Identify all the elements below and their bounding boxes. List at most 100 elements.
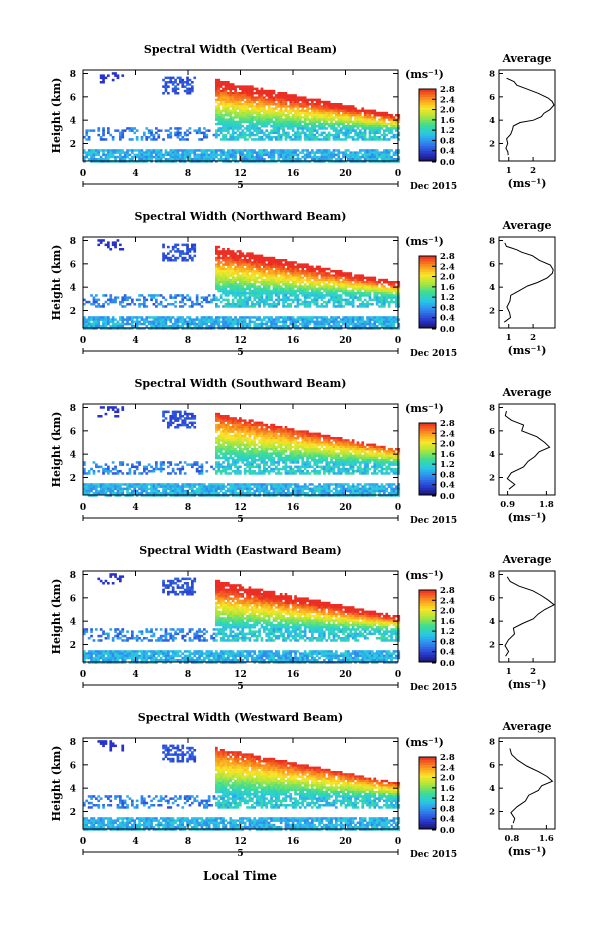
heatmap-cell bbox=[315, 114, 319, 117]
heatmap-cell bbox=[224, 98, 228, 102]
heatmap-cell bbox=[231, 122, 235, 126]
heatmap-cell bbox=[133, 472, 137, 475]
heatmap-cell bbox=[373, 296, 377, 299]
heatmap-cell bbox=[239, 289, 242, 293]
heatmap-cell bbox=[241, 318, 245, 321]
heatmap-cell bbox=[111, 138, 115, 141]
heatmap-cell bbox=[361, 281, 365, 284]
heatmap-cell bbox=[258, 263, 261, 266]
heatmap-cell bbox=[303, 109, 307, 113]
heatmap-cell bbox=[258, 254, 261, 258]
heatmap-cell bbox=[303, 158, 307, 161]
heatmap-cell bbox=[332, 292, 336, 295]
heatmap-cell bbox=[260, 131, 264, 135]
heatmap-cell bbox=[323, 289, 326, 293]
heatmap-cell bbox=[123, 153, 127, 157]
heatmap-cell bbox=[320, 133, 324, 137]
heatmap-cell bbox=[375, 129, 379, 132]
heatmap-cell bbox=[183, 320, 187, 324]
heatmap-cell bbox=[95, 316, 98, 319]
heatmap-cell bbox=[162, 322, 165, 326]
heatmap-cell bbox=[198, 465, 201, 469]
heatmap-cell bbox=[311, 272, 314, 275]
heatmap-cell bbox=[258, 298, 261, 302]
heatmap-cell bbox=[164, 320, 168, 324]
heatmap-cell bbox=[368, 111, 372, 115]
heatmap-cell bbox=[318, 105, 321, 108]
heatmap-cell bbox=[227, 289, 230, 293]
heatmap-cell bbox=[224, 274, 228, 277]
heatmap-cell bbox=[111, 320, 115, 324]
heatmap-cell bbox=[351, 296, 355, 299]
heatmap-cell bbox=[263, 138, 266, 141]
heatmap-cell bbox=[253, 109, 257, 113]
heatmap-cell bbox=[342, 292, 345, 295]
heatmap-cell bbox=[318, 98, 321, 102]
heatmap-cell bbox=[200, 489, 204, 493]
heatmap-cell bbox=[128, 127, 132, 130]
heatmap-cell bbox=[260, 298, 264, 302]
heatmap-cell bbox=[198, 153, 201, 157]
heatmap-cell bbox=[306, 109, 309, 113]
heatmap-cell bbox=[229, 261, 233, 264]
heatmap-cell bbox=[363, 136, 367, 139]
heatmap-cell bbox=[234, 127, 237, 130]
heatmap-cell bbox=[217, 250, 221, 253]
heatmap-cell bbox=[174, 296, 177, 299]
heatmap-cell bbox=[215, 278, 218, 282]
heatmap-cell bbox=[191, 320, 194, 324]
heatmap-cell bbox=[219, 272, 223, 275]
heatmap-cell bbox=[114, 485, 117, 488]
heatmap-cell bbox=[270, 322, 273, 326]
heatmap-cell bbox=[287, 127, 290, 130]
heatmap-cell bbox=[287, 305, 290, 308]
heatmap-cell bbox=[253, 294, 257, 297]
heatmap-cell bbox=[299, 98, 302, 102]
heatmap-cell bbox=[366, 320, 369, 324]
heatmap-cell bbox=[95, 305, 98, 308]
heatmap-cell bbox=[390, 114, 393, 117]
heatmap-cell bbox=[267, 274, 271, 277]
heatmap-cell bbox=[284, 120, 288, 124]
heatmap-cell bbox=[342, 281, 345, 284]
heatmap-cell bbox=[121, 305, 125, 308]
heatmap-cell bbox=[277, 100, 281, 104]
heatmap-cell bbox=[327, 131, 331, 135]
heatmap-cell bbox=[176, 316, 180, 319]
heatmap-cell bbox=[313, 292, 317, 295]
heatmap-cell bbox=[181, 316, 185, 319]
heatmap-cell bbox=[289, 289, 293, 293]
heatmap-cell bbox=[114, 410, 117, 414]
heatmap-cell bbox=[116, 472, 120, 475]
heatmap-cell bbox=[287, 303, 290, 306]
heatmap-cell bbox=[162, 256, 165, 260]
panel-1: Spectral Width (Vertical Beam)2468Height… bbox=[50, 43, 556, 192]
heatmap-cell bbox=[294, 158, 297, 161]
heatmap-cell bbox=[135, 316, 139, 319]
heatmap-cell bbox=[359, 109, 362, 113]
heatmap-cell bbox=[179, 417, 182, 420]
heatmap-cell bbox=[383, 296, 386, 299]
heatmap-cell bbox=[248, 129, 252, 132]
heatmap-cell bbox=[315, 303, 319, 306]
heatmap-cell bbox=[380, 289, 384, 293]
heatmap-cell bbox=[227, 131, 230, 135]
heatmap-cell bbox=[85, 492, 89, 495]
heatmap-cell bbox=[265, 320, 269, 324]
heatmap-cell bbox=[231, 94, 235, 97]
heatmap-cell bbox=[198, 322, 201, 326]
heatmap-cell bbox=[167, 153, 170, 157]
heatmap-cell bbox=[272, 151, 276, 154]
heatmap-cell bbox=[186, 78, 189, 82]
heatmap-cell bbox=[267, 256, 271, 260]
heatmap-cell bbox=[186, 76, 189, 80]
heatmap-cell bbox=[327, 294, 331, 297]
heatmap-cell bbox=[363, 114, 367, 117]
heatmap-cell bbox=[354, 107, 357, 110]
heatmap-cell bbox=[116, 415, 120, 418]
heatmap-cell bbox=[188, 318, 192, 321]
heatmap-cell bbox=[241, 272, 245, 275]
heatmap-cell bbox=[371, 131, 374, 135]
heatmap-cell bbox=[251, 254, 254, 258]
heatmap-cell bbox=[344, 300, 348, 304]
